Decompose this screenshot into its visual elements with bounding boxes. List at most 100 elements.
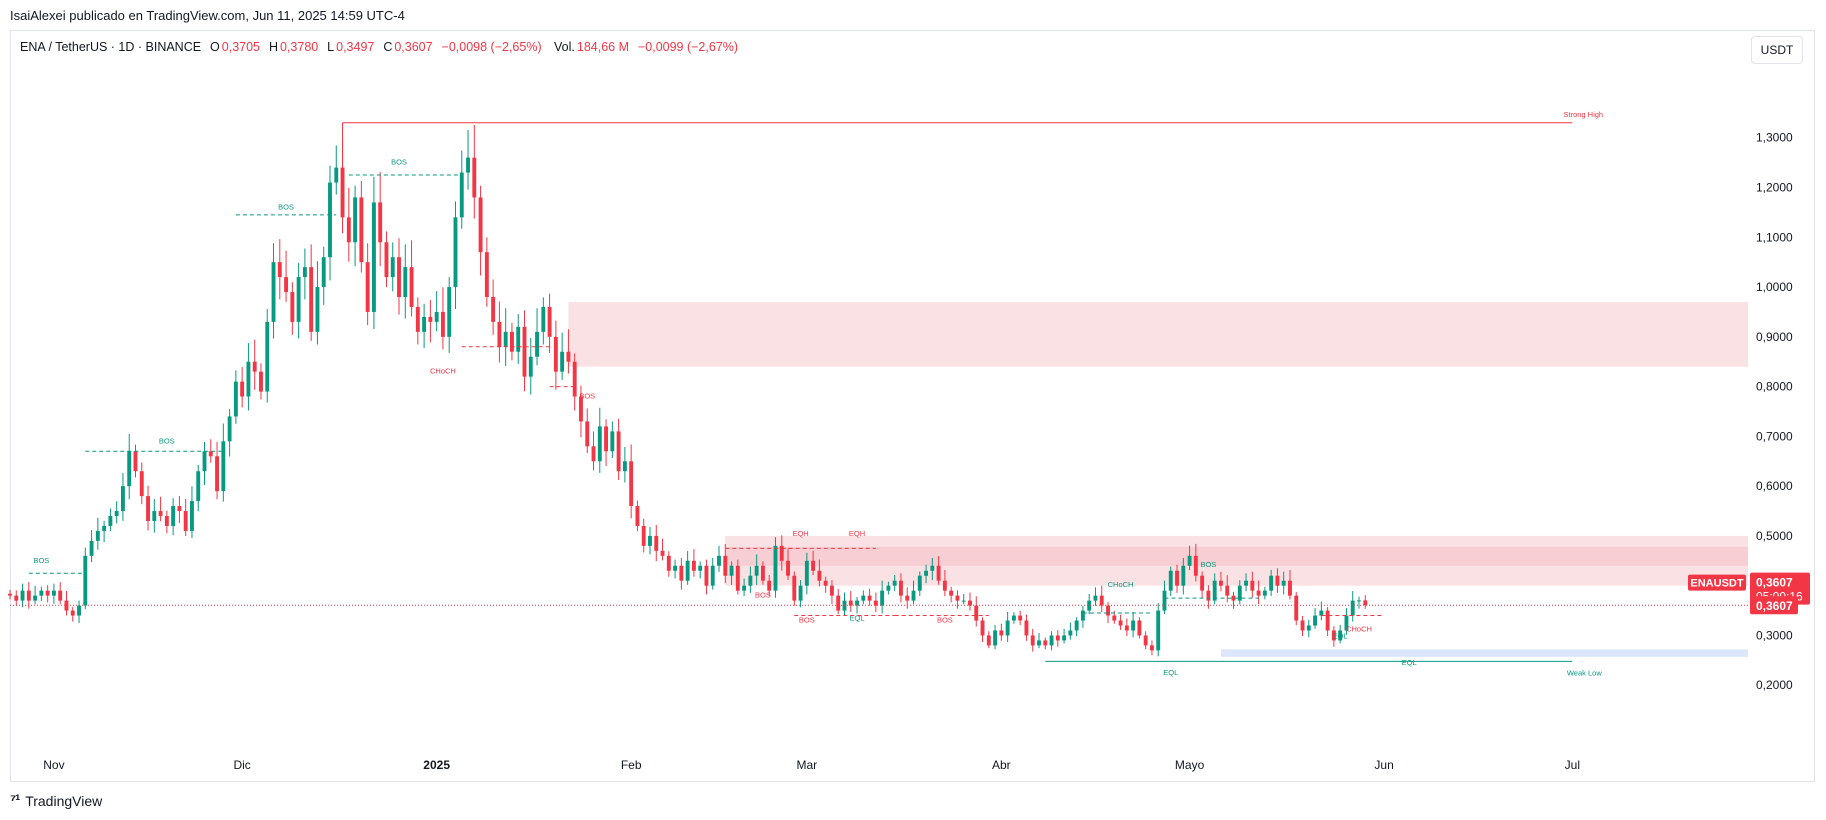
candle-body (804, 560, 809, 586)
candle-body (384, 242, 389, 278)
candle-body (1055, 635, 1060, 641)
candle-body (654, 535, 659, 551)
candle-body (892, 580, 897, 586)
currency-button[interactable]: USDT (1751, 36, 1803, 64)
candle-body (899, 580, 903, 596)
structure-label: BOS (391, 158, 407, 167)
candle-body (510, 331, 514, 352)
price-chart[interactable]: Strong High Weak Low BOS BOS BOS BOS CHoCH BOS B… (0, 0, 1826, 790)
candle-body (1244, 580, 1248, 586)
y-tick-label: 0,3000 (1756, 628, 1793, 642)
candle-body (1099, 595, 1104, 606)
candle-body (271, 262, 276, 322)
candle-body (334, 167, 339, 183)
candle-body (597, 426, 602, 462)
candle-body (817, 570, 822, 581)
low-label: L (327, 40, 335, 54)
candle-body (246, 361, 251, 397)
candle-body (1288, 580, 1292, 596)
candle-body (503, 331, 508, 347)
x-tick-label: 2025 (423, 758, 450, 772)
candle-body (466, 157, 470, 173)
candle-body (108, 516, 113, 526)
candle-body (635, 506, 640, 526)
candle-body (371, 202, 376, 312)
candle-body (1043, 640, 1048, 646)
candle-body (353, 197, 358, 243)
candle-body (547, 306, 552, 337)
demand-zone (1220, 649, 1748, 657)
candle-body (560, 351, 565, 372)
candle-body (409, 267, 414, 307)
chart-frame (10, 30, 1815, 782)
candle-body (767, 580, 772, 591)
candle-body (848, 600, 853, 606)
candle-body (591, 446, 596, 462)
candle-body (1363, 600, 1368, 606)
high-label: H (268, 40, 278, 54)
candle-body (610, 431, 615, 452)
y-tick-label: 0,5000 (1756, 529, 1793, 543)
candle-body (196, 471, 201, 502)
candle-body (1357, 600, 1361, 602)
candle-body (208, 451, 213, 457)
last-price-tag (1750, 596, 1798, 615)
candle-body (1162, 590, 1167, 611)
candle-body (1200, 575, 1205, 591)
candle-body (403, 267, 408, 297)
candle-body (754, 565, 759, 576)
candle-body (1331, 630, 1336, 641)
candle-body (39, 590, 44, 596)
candle-body (829, 585, 834, 596)
structure-label: BOS (33, 556, 49, 565)
y-tick-label: 1,1000 (1756, 230, 1793, 244)
structure-label: EQH (792, 529, 808, 538)
candle-body (1193, 555, 1198, 576)
candle-body (1344, 615, 1349, 631)
candle-body (164, 516, 169, 526)
candle-body (1156, 610, 1161, 651)
candle-body (434, 311, 439, 322)
structure-label: Weak Low (1567, 668, 1602, 677)
candle-body (51, 590, 56, 596)
candle-body (1262, 590, 1267, 596)
candle-body (83, 555, 88, 606)
candle-body (955, 595, 960, 601)
x-tick-label: Abr (992, 758, 1011, 772)
candle-body (1206, 590, 1211, 601)
tradingview-logo-icon: ⁷¹ (10, 792, 20, 809)
candle-body (1275, 575, 1280, 586)
candle-body (33, 595, 38, 601)
symbol-name[interactable]: ENA / TetherUS · 1D · BINANCE (20, 40, 202, 54)
candle-body (1325, 610, 1330, 631)
structure-label: BOS (579, 392, 595, 401)
candle-body (58, 590, 63, 601)
candle-body (585, 421, 590, 447)
candle-body (867, 595, 872, 601)
candle-body (823, 580, 828, 586)
candle-body (415, 306, 420, 332)
candle-body (1106, 605, 1110, 616)
structure-label: EQL (1333, 631, 1348, 640)
candle-body (629, 461, 634, 507)
candle-body (905, 595, 910, 601)
candle-body (604, 426, 609, 452)
candle-body (1269, 575, 1274, 591)
volume-value: 184,66 M (576, 40, 630, 54)
structure-label: EQL (850, 614, 865, 623)
candle-body (873, 600, 878, 606)
candle-body (773, 545, 778, 591)
candle-body (723, 555, 728, 576)
candle-body (484, 252, 489, 297)
y-tick-label: 0,8000 (1756, 380, 1793, 394)
candle-body (1024, 620, 1029, 636)
candle-body (152, 511, 157, 521)
structure-label: Strong High (1564, 110, 1604, 119)
candle-body (949, 590, 954, 596)
candle-body (1068, 630, 1073, 636)
candle-body (453, 217, 458, 288)
candle-body (102, 525, 107, 531)
structure-label: BOS (937, 616, 953, 625)
candle-body (70, 610, 75, 616)
supply-zone-lower (725, 535, 1748, 586)
